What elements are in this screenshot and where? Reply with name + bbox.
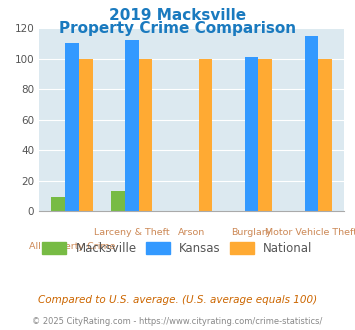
Text: Compared to U.S. average. (U.S. average equals 100): Compared to U.S. average. (U.S. average … xyxy=(38,295,317,305)
Bar xyxy=(198,59,212,211)
Bar xyxy=(65,43,79,211)
Bar xyxy=(79,59,93,211)
Text: 2019 Macksville: 2019 Macksville xyxy=(109,8,246,23)
Bar xyxy=(318,59,332,211)
Bar xyxy=(51,197,65,211)
Text: Larceny & Theft: Larceny & Theft xyxy=(94,228,170,237)
Text: Motor Vehicle Theft: Motor Vehicle Theft xyxy=(266,228,355,237)
Legend: Macksville, Kansas, National: Macksville, Kansas, National xyxy=(38,237,317,260)
Text: Burglary: Burglary xyxy=(231,228,272,237)
Text: © 2025 CityRating.com - https://www.cityrating.com/crime-statistics/: © 2025 CityRating.com - https://www.city… xyxy=(32,317,323,326)
Bar xyxy=(111,191,125,211)
Bar xyxy=(139,59,153,211)
Bar xyxy=(245,57,258,211)
Text: All Property Crime: All Property Crime xyxy=(29,242,115,251)
Bar xyxy=(125,40,139,211)
Text: Arson: Arson xyxy=(178,228,205,237)
Text: Property Crime Comparison: Property Crime Comparison xyxy=(59,21,296,36)
Bar xyxy=(258,59,272,211)
Bar xyxy=(305,36,318,211)
